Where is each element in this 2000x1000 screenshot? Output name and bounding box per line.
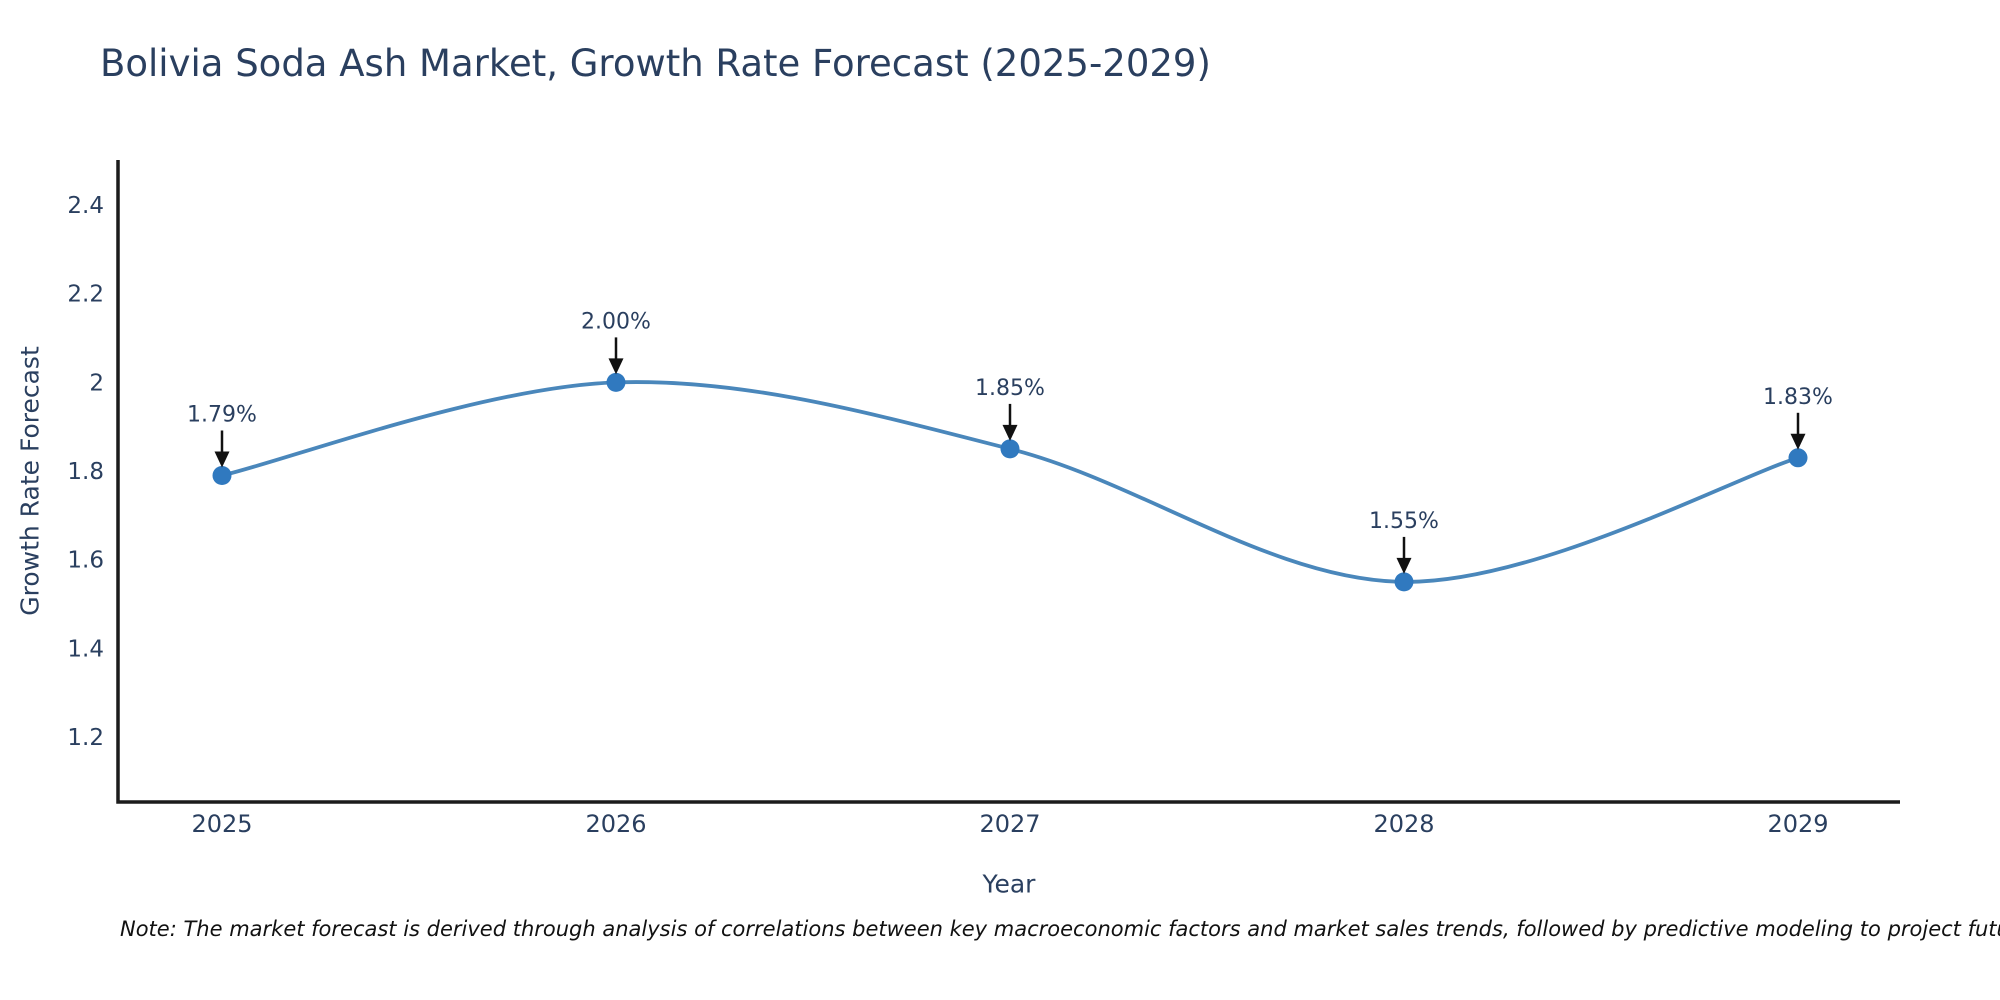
y-tick-label: 1.8: [67, 459, 104, 485]
x-tick-label: 2029: [1767, 810, 1828, 838]
axis-lines: [116, 160, 1900, 804]
data-point-marker[interactable]: [1394, 572, 1414, 592]
data-point-label: 1.83%: [1763, 385, 1833, 410]
data-point-label: 2.00%: [581, 309, 651, 334]
x-axis-title: Year: [982, 869, 1036, 899]
annotation-arrowhead-icon: [1002, 424, 1018, 441]
y-tick-label: 2.4: [67, 193, 104, 219]
y-tick-label: 2: [89, 370, 104, 396]
annotation-arrowhead-icon: [214, 451, 230, 468]
data-point-marker[interactable]: [212, 466, 232, 485]
annotation-arrowhead-icon: [1790, 433, 1806, 450]
x-tick-label: 2026: [585, 810, 646, 838]
data-point-label: 1.79%: [187, 403, 257, 428]
chart-title: Bolivia Soda Ash Market, Growth Rate For…: [100, 42, 1211, 85]
data-point-marker[interactable]: [1000, 439, 1020, 459]
x-tick-label: 2027: [979, 810, 1040, 838]
annotation-arrowhead-icon: [1396, 557, 1412, 574]
y-tick-label: 2.2: [67, 282, 104, 308]
y-tick-label: 1.2: [67, 725, 104, 751]
data-point-label: 1.55%: [1369, 509, 1439, 534]
annotation-arrowhead-icon: [608, 358, 624, 375]
footnote: Note: The market forecast is derived thr…: [120, 917, 2000, 941]
x-tick-label: 2028: [1373, 810, 1434, 838]
data-point-label: 1.85%: [975, 376, 1045, 401]
data-point-marker[interactable]: [1788, 448, 1808, 468]
x-tick-label: 2025: [191, 810, 252, 838]
y-tick-label: 1.4: [67, 636, 104, 662]
y-tick-label: 1.6: [67, 548, 104, 574]
data-point-marker[interactable]: [606, 372, 626, 392]
